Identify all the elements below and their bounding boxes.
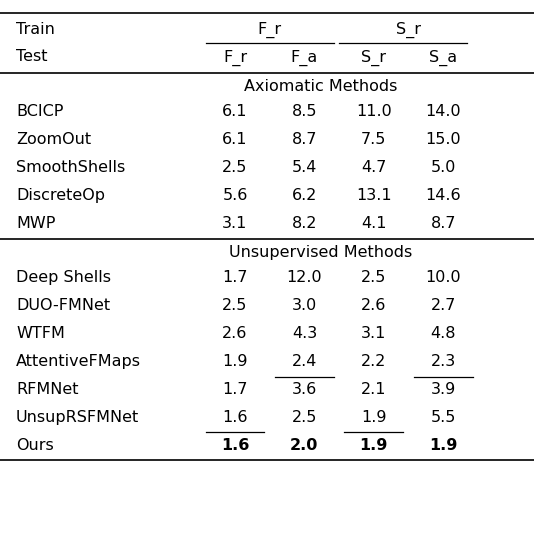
Text: 2.6: 2.6	[361, 298, 387, 313]
Text: 1.6: 1.6	[222, 409, 248, 424]
Text: 2.5: 2.5	[292, 409, 317, 424]
Text: 2.1: 2.1	[361, 381, 387, 397]
Text: DUO-FMNet: DUO-FMNet	[16, 298, 110, 313]
Text: AttentiveFMaps: AttentiveFMaps	[16, 353, 141, 369]
Text: 15.0: 15.0	[426, 132, 461, 147]
Text: F_r: F_r	[223, 49, 247, 66]
Text: 1.9: 1.9	[429, 437, 458, 452]
Text: 5.0: 5.0	[430, 160, 456, 175]
Text: RFMNet: RFMNet	[16, 381, 78, 397]
Text: 14.6: 14.6	[426, 188, 461, 203]
Text: Deep Shells: Deep Shells	[16, 270, 111, 285]
Text: 10.0: 10.0	[426, 270, 461, 285]
Text: 6.1: 6.1	[222, 104, 248, 119]
Text: 1.9: 1.9	[222, 353, 248, 369]
Text: MWP: MWP	[16, 216, 56, 231]
Text: Test: Test	[16, 49, 48, 65]
Text: 3.9: 3.9	[430, 381, 456, 397]
Text: 14.0: 14.0	[426, 104, 461, 119]
Text: S_r: S_r	[396, 22, 421, 38]
Text: WTFM: WTFM	[16, 325, 65, 341]
Text: F_a: F_a	[290, 49, 318, 66]
Text: 7.5: 7.5	[361, 132, 387, 147]
Text: 2.0: 2.0	[290, 437, 319, 452]
Text: 3.1: 3.1	[222, 216, 248, 231]
Text: 6.2: 6.2	[292, 188, 317, 203]
Text: 1.7: 1.7	[222, 270, 248, 285]
Text: DiscreteOp: DiscreteOp	[16, 188, 105, 203]
Text: UnsupRSFMNet: UnsupRSFMNet	[16, 409, 139, 424]
Text: 3.0: 3.0	[292, 298, 317, 313]
Text: Ours: Ours	[16, 437, 54, 452]
Text: 4.7: 4.7	[361, 160, 387, 175]
Text: 2.5: 2.5	[222, 160, 248, 175]
Text: 5.4: 5.4	[292, 160, 317, 175]
Text: 13.1: 13.1	[356, 188, 391, 203]
Text: F_r: F_r	[257, 22, 282, 38]
Text: 2.5: 2.5	[222, 298, 248, 313]
Text: ZoomOut: ZoomOut	[16, 132, 91, 147]
Text: 5.5: 5.5	[430, 409, 456, 424]
Text: Axiomatic Methods: Axiomatic Methods	[244, 80, 397, 95]
Text: 2.7: 2.7	[430, 298, 456, 313]
Text: S_a: S_a	[429, 49, 457, 66]
Text: 5.6: 5.6	[222, 188, 248, 203]
Text: 2.2: 2.2	[361, 353, 387, 369]
Text: BCICP: BCICP	[16, 104, 64, 119]
Text: SmoothShells: SmoothShells	[16, 160, 125, 175]
Text: 2.4: 2.4	[292, 353, 317, 369]
Text: 8.5: 8.5	[292, 104, 317, 119]
Text: 4.3: 4.3	[292, 325, 317, 341]
Text: 8.2: 8.2	[292, 216, 317, 231]
Text: 3.1: 3.1	[361, 325, 387, 341]
Text: 1.6: 1.6	[221, 437, 249, 452]
Text: S_r: S_r	[362, 49, 386, 66]
Text: 8.7: 8.7	[292, 132, 317, 147]
Text: 2.6: 2.6	[222, 325, 248, 341]
Text: 4.1: 4.1	[361, 216, 387, 231]
Text: 1.7: 1.7	[222, 381, 248, 397]
Text: Train: Train	[16, 22, 55, 37]
Text: 4.8: 4.8	[430, 325, 456, 341]
Text: 11.0: 11.0	[356, 104, 391, 119]
Text: 1.9: 1.9	[361, 409, 387, 424]
Text: 12.0: 12.0	[287, 270, 322, 285]
Text: 2.5: 2.5	[361, 270, 387, 285]
Text: 3.6: 3.6	[292, 381, 317, 397]
Text: 6.1: 6.1	[222, 132, 248, 147]
Text: 1.9: 1.9	[359, 437, 388, 452]
Text: 8.7: 8.7	[430, 216, 456, 231]
Text: 2.3: 2.3	[430, 353, 456, 369]
Text: Unsupervised Methods: Unsupervised Methods	[229, 245, 412, 260]
